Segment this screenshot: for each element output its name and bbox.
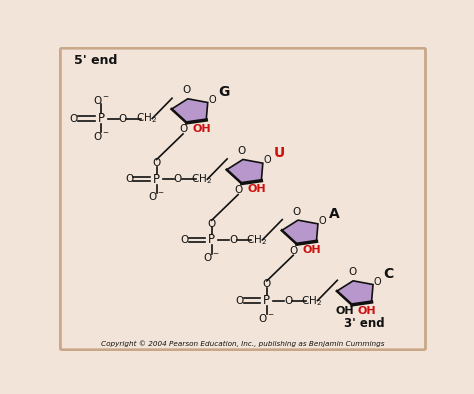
Text: P: P — [208, 233, 215, 246]
Text: OH: OH — [247, 184, 266, 194]
FancyBboxPatch shape — [60, 48, 426, 350]
Polygon shape — [337, 281, 373, 305]
Text: 3' end: 3' end — [344, 317, 384, 330]
Circle shape — [259, 294, 275, 307]
Text: O: O — [125, 174, 133, 184]
Circle shape — [93, 112, 109, 125]
Text: O$^-$: O$^-$ — [258, 312, 275, 323]
Text: Copyright © 2004 Pearson Education, Inc., publishing as Benjamin Cummings: Copyright © 2004 Pearson Education, Inc.… — [101, 341, 385, 348]
Polygon shape — [282, 220, 318, 244]
Text: O: O — [348, 268, 356, 277]
Text: OH: OH — [335, 307, 354, 316]
Text: CH$_2$: CH$_2$ — [136, 112, 157, 125]
Text: O: O — [153, 158, 161, 168]
Text: OH: OH — [192, 124, 211, 134]
Text: O: O — [182, 85, 191, 95]
Circle shape — [204, 233, 220, 247]
Text: U: U — [273, 146, 284, 160]
Text: G: G — [218, 85, 229, 99]
Text: O: O — [70, 113, 78, 124]
Text: O: O — [179, 125, 187, 134]
Text: O: O — [263, 279, 271, 289]
Text: O$^-$: O$^-$ — [93, 95, 110, 106]
Text: O$^-$: O$^-$ — [148, 190, 165, 202]
Text: A: A — [328, 206, 339, 221]
Text: C: C — [383, 267, 394, 281]
Text: O: O — [237, 146, 246, 156]
Text: O$^-$: O$^-$ — [93, 130, 110, 141]
Text: O$^-$: O$^-$ — [203, 251, 220, 263]
Circle shape — [148, 173, 164, 186]
Text: CH$_2$: CH$_2$ — [301, 294, 322, 307]
Text: O: O — [208, 219, 216, 229]
Text: P: P — [263, 294, 270, 307]
Text: O: O — [289, 246, 297, 256]
Text: O: O — [234, 185, 242, 195]
Text: CH$_2$: CH$_2$ — [191, 172, 212, 186]
Text: O: O — [209, 95, 216, 105]
Text: O: O — [229, 235, 237, 245]
Text: O: O — [319, 216, 326, 226]
Text: CH$_2$: CH$_2$ — [246, 233, 267, 247]
Text: O: O — [284, 296, 292, 306]
Text: O: O — [293, 207, 301, 217]
Polygon shape — [172, 99, 208, 123]
Text: OH: OH — [357, 306, 376, 316]
Text: O: O — [235, 296, 243, 306]
Text: OH: OH — [302, 245, 321, 255]
Text: 5' end: 5' end — [74, 54, 118, 67]
Text: P: P — [153, 173, 160, 186]
Text: O: O — [180, 235, 188, 245]
Text: O: O — [374, 277, 382, 287]
Text: O: O — [118, 113, 127, 124]
Text: P: P — [98, 112, 105, 125]
Text: O: O — [264, 155, 271, 165]
Text: O: O — [174, 174, 182, 184]
Polygon shape — [227, 160, 263, 184]
